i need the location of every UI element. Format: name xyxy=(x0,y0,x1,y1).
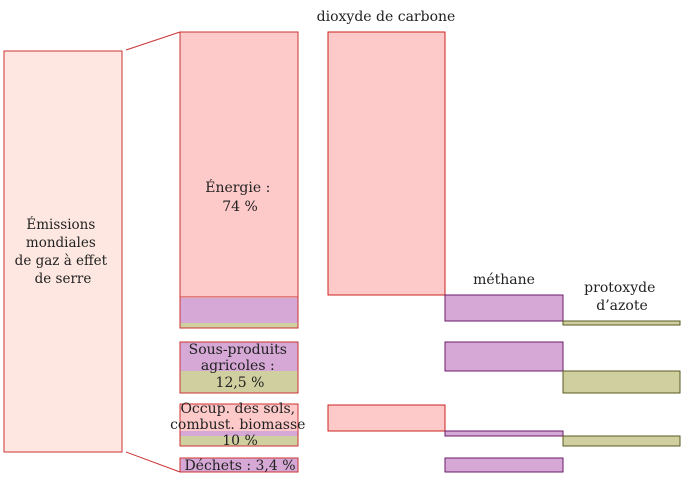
sols-ch4-part xyxy=(180,431,298,436)
connector-top xyxy=(125,31,181,51)
ch4-header: méthane xyxy=(473,272,535,288)
n2o-agricoles-bar xyxy=(562,370,681,394)
agricoles-ch4-part xyxy=(180,342,298,371)
sols-co2-part xyxy=(180,404,298,431)
energie-label: Énergie : 74 % xyxy=(205,178,275,215)
agricoles-label: Sous-produits agricoles : 12,5 % xyxy=(189,342,292,391)
sols-n2o-part xyxy=(180,436,298,446)
sector-dechets: Déchets : 3,4 % xyxy=(179,457,299,474)
sector-sols: Occup. des sols, combust. biomasse 10 % xyxy=(170,401,310,449)
co2-header: dioxyde de carbone xyxy=(317,9,456,25)
ch4-energie-bar xyxy=(444,294,564,322)
energie-n2o-part xyxy=(180,323,298,328)
energie-co2-part xyxy=(179,31,299,298)
co2-energie-bar xyxy=(327,31,446,296)
n2o-header: protoxyde d’azote xyxy=(584,280,660,314)
agricoles-n2o-part xyxy=(180,371,298,393)
sector-agricoles: Sous-produits agricoles : 12,5 % xyxy=(179,341,299,394)
co2-sols-bar xyxy=(327,404,446,432)
dechets-label: Déchets : 3,4 % xyxy=(184,458,295,474)
connector-bottom xyxy=(125,451,181,473)
ch4-agricoles-bar xyxy=(444,341,564,372)
ch4-dechets-bar xyxy=(444,457,564,473)
total-emissions-box xyxy=(3,50,123,453)
energie-box-outline xyxy=(179,31,299,329)
energie-ch4-part xyxy=(180,298,298,323)
n2o-energie-bar xyxy=(562,320,681,326)
total-emissions-label: Émissions mondiales de gaz à effet de se… xyxy=(15,217,112,287)
sols-label: Occup. des sols, combust. biomasse 10 % xyxy=(170,401,310,449)
ch4-sols-bar xyxy=(444,430,564,437)
agricoles-box-outline xyxy=(179,341,299,394)
sols-box-outline xyxy=(179,403,299,447)
n2o-sols-bar xyxy=(562,435,681,447)
sector-energie: Énergie : 74 % xyxy=(179,31,299,329)
dechets-ch4-part xyxy=(179,457,299,473)
